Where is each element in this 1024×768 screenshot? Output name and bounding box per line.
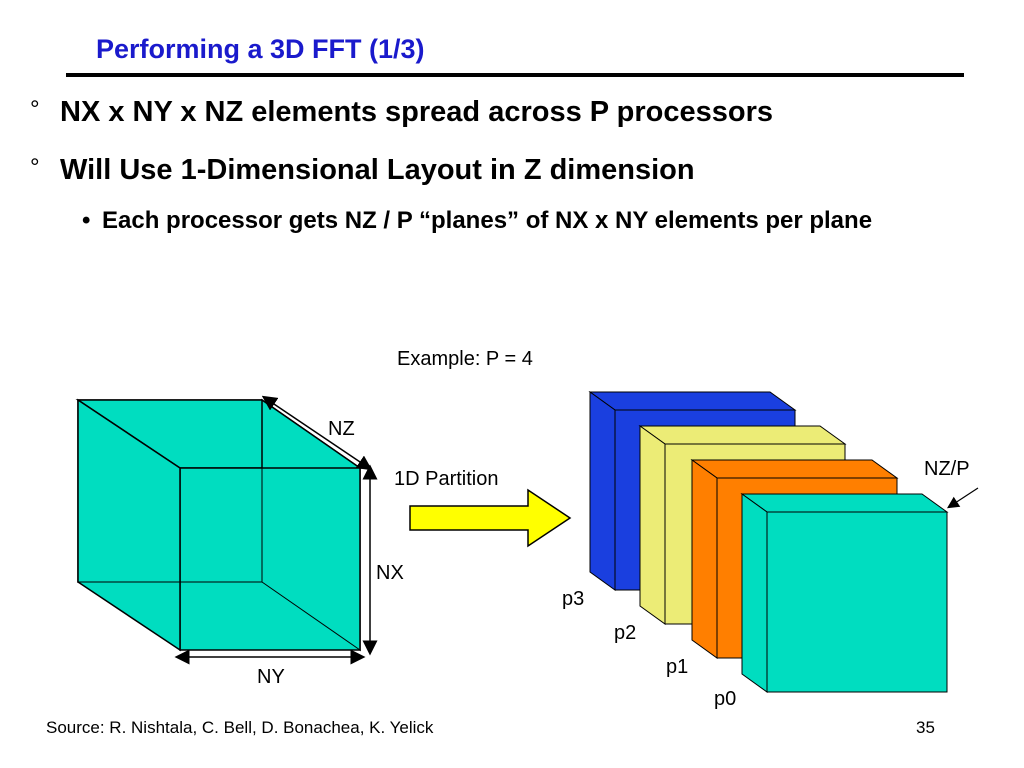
example-label: Example: P = 4 [397, 348, 533, 370]
bullet-1-mark: ° [30, 96, 40, 123]
bullet-1: ° NX x NY x NZ elements spread across P p… [30, 96, 773, 129]
sub-bullet-text: Each processor gets NZ / P “planes” of N… [102, 207, 873, 234]
title-underline [66, 73, 964, 77]
partition-arrow [409, 488, 572, 548]
slab-label-p2: p2 [614, 622, 637, 644]
nx-label: NX [376, 562, 404, 584]
slide-title: Performing a 3D FFT (1/3) [96, 34, 425, 64]
bullet-2-mark: ° [30, 154, 40, 181]
sub-bullet-mark: • [82, 207, 91, 234]
nzp-pointer-arrow [946, 487, 979, 509]
ny-label: NY [257, 666, 285, 688]
slab-label-p1: p1 [666, 656, 689, 678]
partition-label: 1D Partition [394, 468, 499, 490]
data-cube [75, 398, 363, 652]
sub-bullet: • Each processor gets NZ / P “planes” of … [82, 206, 962, 235]
slab-label-p0: p0 [714, 688, 737, 710]
slab-p0 [740, 493, 949, 693]
slab-label-p3: p3 [562, 588, 585, 610]
bullet-2: ° Will Use 1-Dimensional Layout in Z dime… [30, 154, 695, 187]
nz-label: NZ [328, 418, 355, 440]
bullet-1-text: NX x NY x NZ elements spread across P pr… [60, 96, 773, 128]
nz-dimension-arrow [261, 395, 373, 471]
cube-visible-face [179, 467, 361, 651]
footer-source: Source: R. Nishtala, C. Bell, D. Bonache… [46, 718, 434, 737]
page-number: 35 [916, 718, 935, 737]
bullet-2-text: Will Use 1-Dimensional Layout in Z dimen… [60, 154, 695, 186]
cube-hidden-edge-3 [261, 581, 361, 651]
nzp-label: NZ/P [924, 458, 970, 480]
